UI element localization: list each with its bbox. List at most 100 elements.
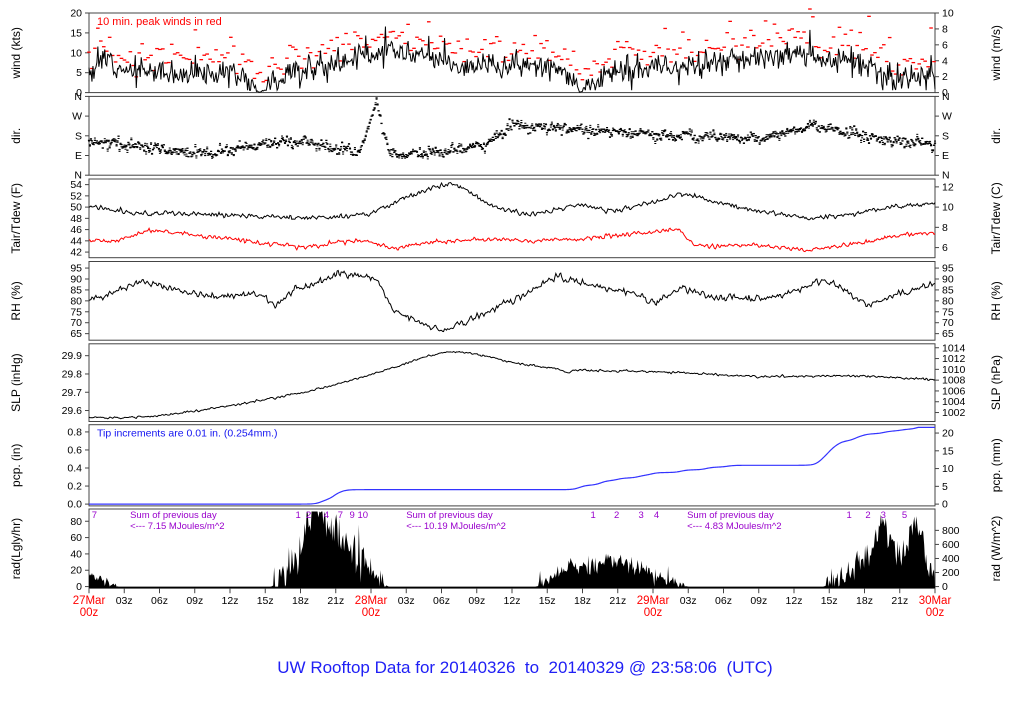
svg-text:00z: 00z	[362, 607, 381, 619]
svg-text:1: 1	[590, 510, 595, 521]
svg-text:dir.: dir.	[989, 128, 1003, 144]
svg-text:80: 80	[942, 295, 954, 307]
svg-text:90: 90	[942, 273, 954, 285]
svg-text:65: 65	[70, 328, 82, 340]
svg-text:29.6: 29.6	[62, 405, 83, 417]
svg-text:0: 0	[942, 581, 948, 593]
svg-text:48: 48	[70, 213, 82, 225]
svg-text:95: 95	[70, 263, 82, 275]
svg-text:46: 46	[70, 224, 82, 236]
svg-text:Tip increments are 0.01 in. (0: Tip increments are 0.01 in. (0.254mm.)	[97, 428, 278, 440]
svg-text:6: 6	[942, 39, 948, 51]
svg-text:4: 4	[942, 55, 948, 67]
svg-text:2: 2	[614, 510, 619, 521]
svg-text:7: 7	[92, 510, 97, 521]
svg-text:10: 10	[942, 463, 954, 475]
svg-text:90: 90	[70, 273, 82, 285]
svg-text:70: 70	[942, 317, 954, 329]
svg-text:21z: 21z	[609, 595, 626, 607]
svg-text:80: 80	[70, 516, 82, 528]
svg-text:pcp. (mm): pcp. (mm)	[989, 438, 1003, 492]
svg-text:1004: 1004	[942, 396, 966, 408]
svg-text:0.0: 0.0	[67, 499, 82, 511]
svg-text:18z: 18z	[574, 595, 591, 607]
svg-text:00z: 00z	[80, 607, 99, 619]
svg-text:8: 8	[942, 23, 948, 35]
svg-text:1006: 1006	[942, 385, 966, 397]
svg-text:09z: 09z	[468, 595, 485, 607]
svg-text:00z: 00z	[926, 607, 945, 619]
svg-text:8: 8	[942, 222, 948, 234]
svg-text:60: 60	[70, 532, 82, 544]
svg-text:0: 0	[76, 581, 82, 593]
svg-text:21z: 21z	[327, 595, 344, 607]
svg-text:N: N	[942, 170, 950, 182]
svg-text:Tair/Tdew (F): Tair/Tdew (F)	[9, 183, 23, 254]
svg-text:30Mar: 30Mar	[919, 595, 952, 607]
svg-text:0.2: 0.2	[67, 481, 82, 493]
svg-text:06z: 06z	[151, 595, 168, 607]
svg-text:S: S	[75, 130, 82, 142]
svg-text:00z: 00z	[644, 607, 663, 619]
svg-text:S: S	[942, 130, 949, 142]
svg-text:09z: 09z	[750, 595, 767, 607]
svg-text:9: 9	[350, 510, 355, 521]
svg-text:12z: 12z	[504, 595, 521, 607]
svg-text:1002: 1002	[942, 407, 966, 419]
svg-text:W: W	[72, 111, 82, 123]
svg-text:E: E	[75, 150, 82, 162]
svg-text:Sum of previous day: Sum of previous day	[406, 510, 493, 521]
svg-text:1008: 1008	[942, 375, 966, 387]
svg-text:06z: 06z	[715, 595, 732, 607]
svg-text:800: 800	[942, 525, 960, 537]
svg-text:E: E	[942, 150, 949, 162]
svg-text:200: 200	[942, 567, 960, 579]
svg-text:W: W	[942, 111, 952, 123]
svg-text:09z: 09z	[186, 595, 203, 607]
svg-text:40: 40	[70, 548, 82, 560]
svg-text:42: 42	[70, 247, 82, 259]
svg-text:0.6: 0.6	[67, 444, 82, 456]
svg-text:3: 3	[639, 510, 644, 521]
svg-text:29.7: 29.7	[62, 387, 83, 399]
svg-text:SLP (inHg): SLP (inHg)	[9, 353, 23, 411]
svg-text:15: 15	[70, 27, 82, 39]
svg-text:wind (kts): wind (kts)	[9, 27, 23, 79]
svg-text:1012: 1012	[942, 353, 966, 365]
svg-text:dir.: dir.	[9, 128, 23, 144]
svg-text:1014: 1014	[942, 342, 966, 354]
svg-text:0.8: 0.8	[67, 426, 82, 438]
svg-text:44: 44	[70, 235, 82, 247]
svg-text:21z: 21z	[891, 595, 908, 607]
svg-text:12z: 12z	[786, 595, 803, 607]
svg-text:Sum of previous day: Sum of previous day	[130, 510, 217, 521]
svg-text:27Mar: 27Mar	[73, 595, 106, 607]
svg-text:pcp. (in): pcp. (in)	[9, 444, 23, 487]
svg-text:75: 75	[942, 306, 954, 318]
svg-text:80: 80	[70, 295, 82, 307]
svg-text:29.9: 29.9	[62, 350, 83, 362]
svg-text:2: 2	[865, 510, 870, 521]
svg-text:12z: 12z	[222, 595, 239, 607]
svg-text:03z: 03z	[680, 595, 697, 607]
svg-text:6: 6	[942, 242, 948, 254]
svg-text:SLP (hPa): SLP (hPa)	[989, 355, 1003, 410]
svg-text:2: 2	[942, 71, 948, 83]
svg-text:400: 400	[942, 553, 960, 565]
svg-text:rad(Lgly/hr): rad(Lgly/hr)	[9, 518, 23, 579]
svg-text:70: 70	[70, 317, 82, 329]
svg-text:2: 2	[306, 510, 311, 521]
svg-text:4: 4	[654, 510, 659, 521]
svg-text:52: 52	[70, 190, 82, 202]
svg-text:0.4: 0.4	[67, 463, 82, 475]
svg-text:75: 75	[70, 306, 82, 318]
svg-text:15z: 15z	[539, 595, 556, 607]
svg-text:03z: 03z	[398, 595, 415, 607]
svg-text:20: 20	[942, 428, 954, 440]
svg-text:<--- 4.83 MJoules/m^2: <--- 4.83 MJoules/m^2	[687, 521, 781, 532]
svg-text:1: 1	[295, 510, 300, 521]
svg-text:UW Rooftop Data for 20140326: UW Rooftop Data for 20140326 to 20140329…	[277, 658, 772, 677]
svg-text:12: 12	[942, 181, 954, 193]
svg-text:7: 7	[338, 510, 343, 521]
svg-text:10: 10	[942, 8, 954, 20]
